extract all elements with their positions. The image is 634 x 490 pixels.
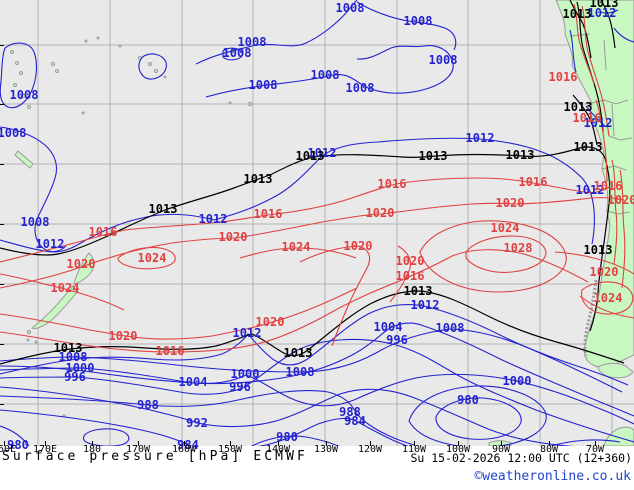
x-tick-mark: [370, 441, 371, 446]
x-tick-mark: [326, 441, 327, 446]
map-plot-area: 1008 1008 1008 1008 1008 1008 1008 1008 1008 1012…: [0, 0, 634, 451]
y-tick-mark: [0, 224, 4, 225]
x-tick-label: 100W: [445, 444, 471, 455]
x-tick-label: 70W: [585, 444, 605, 455]
y-tick-mark: [0, 404, 4, 405]
landmass-tierra-del-fuego: [597, 363, 634, 379]
island-dot: [55, 69, 59, 73]
x-tick-mark: [458, 441, 459, 446]
x-tick-label: 170W: [125, 444, 151, 455]
island-dot: [51, 62, 55, 66]
x-tick-label: 110W: [401, 444, 427, 455]
island-dot: [228, 101, 232, 105]
island-dot: [15, 61, 19, 65]
island-dot: [27, 105, 31, 109]
island-dot: [81, 111, 85, 115]
isobars-high-red: [0, 3, 634, 353]
island-dot: [10, 50, 14, 54]
x-tick-mark: [138, 441, 139, 446]
y-tick-mark: [0, 104, 4, 105]
landmass-antarctic-corner: [603, 426, 634, 446]
island-dot: [20, 93, 26, 99]
x-tick-mark: [45, 441, 46, 446]
x-tick-label: 90W: [491, 444, 511, 455]
island-dot: [154, 69, 158, 73]
x-tick-label: 170E: [32, 444, 58, 455]
y-tick-mark: [0, 164, 4, 165]
x-tick-mark: [92, 441, 93, 446]
landmass-new-zealand-south: [31, 285, 78, 329]
x-tick-mark: [501, 441, 502, 446]
x-tick-label: 80W: [539, 444, 559, 455]
isobars-mean-black: [0, 0, 625, 365]
island-new-caledonia: [14, 150, 34, 169]
island-dot: [13, 83, 17, 87]
island-dot: [148, 62, 152, 66]
x-tick-label: 120W: [357, 444, 383, 455]
x-tick-mark: [230, 441, 231, 446]
island-dot: [26, 338, 30, 342]
x-tick-label: 160E: [0, 444, 17, 455]
x-tick-mark: [595, 441, 596, 446]
island-dot: [96, 36, 100, 40]
x-tick-label: 160W: [171, 444, 197, 455]
island-dot: [163, 75, 167, 79]
island-dot: [84, 39, 88, 43]
small-islands: [10, 36, 252, 418]
island-dot: [118, 44, 122, 48]
island-dot: [34, 340, 38, 344]
y-tick-mark: [0, 284, 4, 285]
landmass-south-america: [555, 0, 634, 368]
map-caption: Surface pressure [hPa] ECMWF: [2, 449, 308, 464]
grid-lines: [0, 0, 634, 446]
x-tick-label: 130W: [313, 444, 339, 455]
x-tick-mark: [4, 441, 5, 446]
island-dot: [19, 71, 23, 75]
island-stewart: [27, 330, 31, 334]
island-dot: [248, 102, 252, 106]
y-tick-mark: [0, 45, 4, 46]
x-tick-label: 140W: [265, 444, 291, 455]
patagonia-fjord-coast: [583, 279, 598, 357]
copyright-label: ©weatheronline.co.uk: [474, 469, 631, 484]
valid-time-label: Su 15-02-2026 12:00 UTC (12+360): [410, 451, 632, 465]
country-borders: [569, 33, 633, 215]
x-tick-mark: [549, 441, 550, 446]
x-tick-mark: [184, 441, 185, 446]
y-tick-mark: [0, 344, 4, 345]
map-canvas: [0, 0, 634, 446]
x-tick-mark: [278, 441, 279, 446]
x-tick-mark: [414, 441, 415, 446]
x-tick-label: 180: [82, 444, 102, 455]
landmass-new-zealand-north: [73, 252, 95, 285]
x-tick-label: 150W: [217, 444, 243, 455]
